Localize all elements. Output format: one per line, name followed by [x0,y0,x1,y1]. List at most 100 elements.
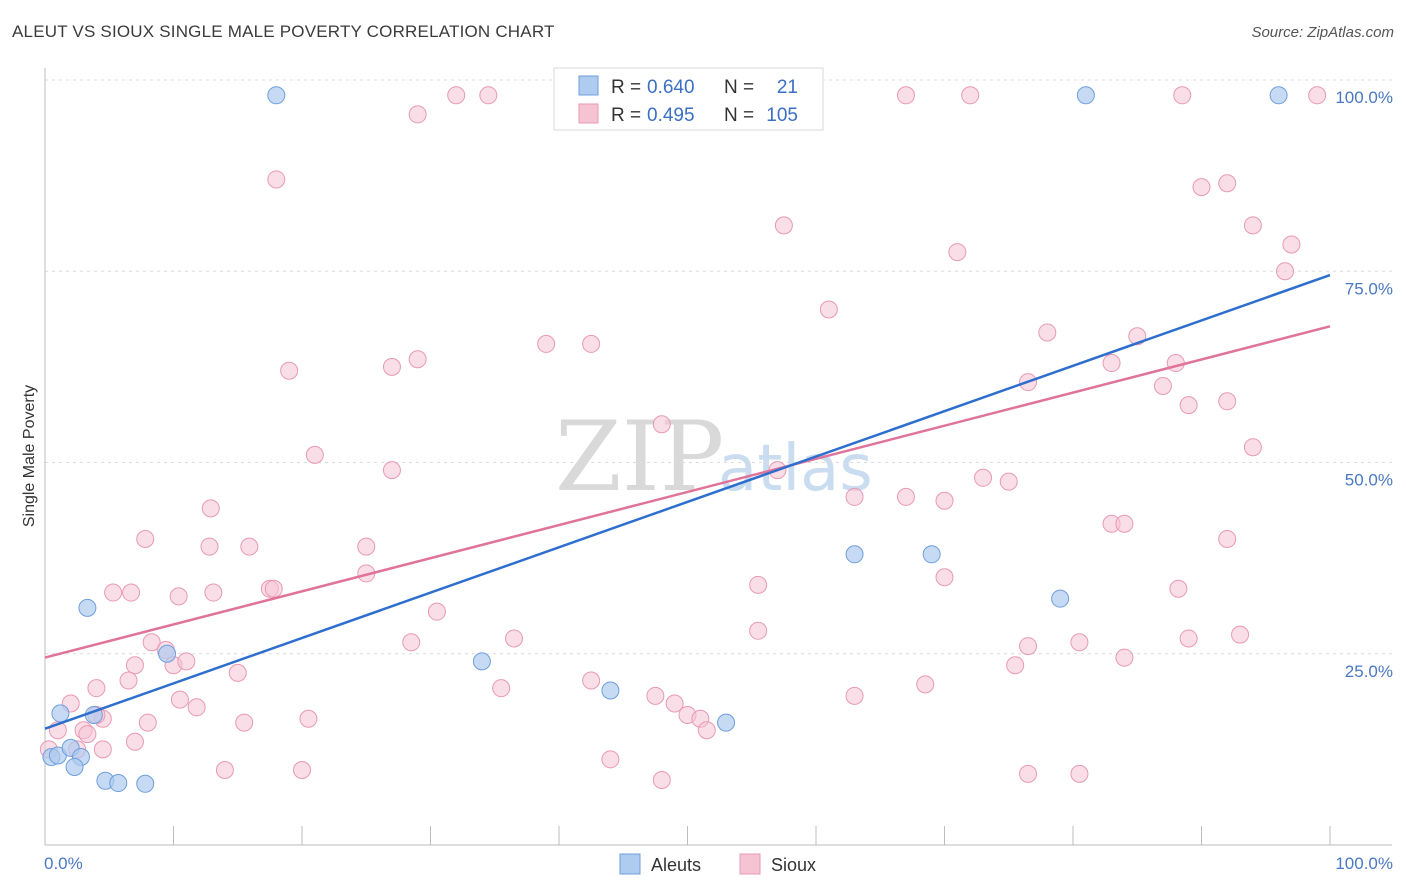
sioux-point [697,721,716,740]
x-tick-label: 100.0% [1335,854,1393,873]
aleut-point [65,757,84,776]
sioux-point [845,686,864,705]
bottom-legend-aleut-label: Aleuts [651,855,701,875]
sioux-point [267,170,286,189]
sioux-point [749,575,768,594]
sioux-point [408,105,427,124]
legend-sioux-r-value: 0.495 [647,105,695,126]
sioux-point [1218,530,1237,548]
sioux-point [402,633,421,652]
aleut-point [78,598,97,617]
sioux-point [1115,648,1134,667]
axes [44,68,1392,846]
sioux-point [1070,633,1089,652]
grid [45,79,1392,655]
sioux-point [896,86,915,105]
sioux-point [1231,625,1250,644]
sioux-point [264,579,283,598]
sioux-point [974,468,993,487]
sioux-point [78,725,97,744]
sioux-point [1192,178,1211,197]
sioux-point [280,361,299,380]
sioux-point [293,761,311,780]
y-tick-labels: 100.0% 75.0% 50.0% 25.0% [1335,88,1393,681]
aleut-point [158,644,177,663]
sioux-point [382,461,401,480]
sioux-point [125,656,144,675]
aleut-point [1076,86,1095,105]
sioux-points [39,86,1327,789]
legend-aleut-swatch [578,75,599,96]
aleut-point [51,704,70,723]
sioux-point [1102,354,1121,373]
sioux-point [1276,262,1295,281]
x-tick-label: 0.0% [44,854,83,873]
bottom-legend-sioux-swatch [739,853,761,875]
legend-aleut-n-label: N = [724,77,754,98]
sioux-point [774,216,793,235]
watermark-zip: ZIP [555,401,724,513]
sioux-point [1038,323,1057,342]
sioux-point [1179,629,1198,648]
legend-sioux-n-label: N = [724,105,754,126]
sioux-point [169,587,188,606]
sioux-point [1173,86,1192,105]
legend-box [553,67,824,131]
sioux-point [305,445,324,464]
sioux-point [201,499,220,518]
sioux-point [204,583,223,602]
sioux-point [1218,392,1237,411]
sioux-point [601,750,620,769]
aleut-point [472,652,491,671]
sioux-point [916,675,935,694]
sioux-point [479,86,498,105]
sioux-point [1115,514,1134,533]
sioux-point [1218,174,1237,193]
sioux-point [119,671,138,690]
sioux-point [357,537,376,556]
y-tick-label: 25.0% [1345,662,1393,681]
sioux-point [125,732,144,751]
sioux-point [935,491,954,510]
sioux-point [1070,764,1089,783]
sioux-point [1166,354,1185,373]
sioux-point [1019,764,1038,783]
sioux-point [961,86,980,105]
bottom-legend-sioux-label: Sioux [771,855,816,875]
aleut-point [1051,589,1070,608]
sioux-point [447,86,466,105]
aleut-point [845,545,864,564]
sioux-point [87,679,106,698]
sioux-point [382,357,401,376]
sioux-point [845,487,864,506]
legend: R = 0.640 N = 21 R = 0.495 N = 105 [553,67,824,131]
y-tick-label: 100.0% [1335,88,1393,107]
sioux-point [1019,637,1038,656]
aleut-trend-line [44,273,1331,730]
y-tick-label: 50.0% [1345,471,1393,490]
sioux-point [177,652,196,671]
sioux-point [505,629,524,648]
sioux-point [652,415,671,434]
sioux-point [142,633,161,652]
aleut-point [601,681,620,700]
sioux-point [136,530,155,548]
sioux-point [1006,656,1025,675]
y-tick-label: 75.0% [1345,279,1393,298]
bottom-legend: Aleuts Sioux [619,853,816,875]
sioux-point [1179,396,1198,415]
sioux-point [228,663,247,682]
sioux-point [215,761,234,780]
sioux-point [652,770,671,789]
trend-lines [44,273,1331,730]
sioux-point [240,537,259,556]
x-tick-labels: 0.0% 100.0% [44,854,1393,873]
sioux-point [537,334,556,353]
aleut-point [109,774,128,793]
aleut-points [42,86,1288,793]
sioux-point [187,698,206,717]
sioux-point [1308,86,1327,105]
sioux-point [104,583,123,602]
sioux-point [1243,438,1262,457]
